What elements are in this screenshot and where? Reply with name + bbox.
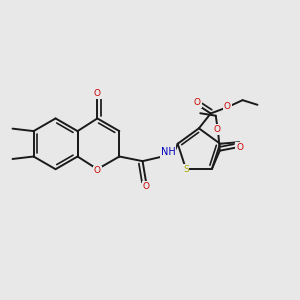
Text: O: O (94, 166, 101, 175)
Text: NH: NH (160, 147, 175, 157)
Text: O: O (143, 182, 150, 191)
Text: S: S (183, 165, 189, 174)
Text: O: O (224, 102, 231, 111)
Text: O: O (236, 143, 243, 152)
Text: NH: NH (160, 147, 175, 157)
Text: O: O (213, 125, 220, 134)
Text: O: O (194, 98, 201, 107)
Text: O: O (94, 89, 101, 98)
